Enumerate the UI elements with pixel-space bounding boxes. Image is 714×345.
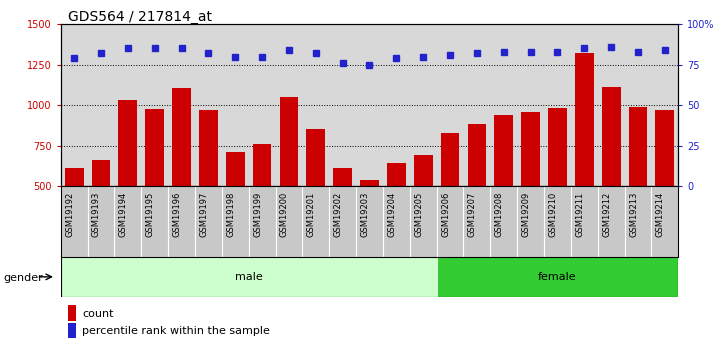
- Text: GSM19199: GSM19199: [253, 192, 262, 237]
- Bar: [172, 88, 191, 267]
- Bar: [521, 112, 540, 267]
- Bar: [441, 133, 459, 267]
- Text: GDS564 / 217814_at: GDS564 / 217814_at: [68, 10, 212, 24]
- Text: gender: gender: [4, 273, 44, 283]
- Bar: [65, 168, 84, 267]
- Bar: [306, 129, 325, 267]
- Bar: [61, 257, 437, 297]
- Text: GSM19201: GSM19201: [307, 192, 316, 237]
- Text: percentile rank within the sample: percentile rank within the sample: [82, 326, 270, 336]
- Text: GSM19198: GSM19198: [226, 192, 235, 237]
- Text: GSM19213: GSM19213: [629, 192, 638, 237]
- Bar: [360, 180, 379, 267]
- Text: GSM19210: GSM19210: [548, 192, 558, 237]
- Text: GSM19196: GSM19196: [173, 192, 181, 237]
- Bar: [199, 110, 218, 267]
- Bar: [119, 100, 137, 267]
- Bar: [145, 109, 164, 267]
- Text: GSM19208: GSM19208: [495, 192, 504, 237]
- Text: GSM19206: GSM19206: [441, 192, 450, 237]
- Bar: [628, 107, 648, 267]
- Text: GSM19200: GSM19200: [280, 192, 289, 237]
- Bar: [655, 110, 674, 267]
- Text: GSM19194: GSM19194: [119, 192, 128, 237]
- Bar: [437, 257, 678, 297]
- Text: male: male: [235, 272, 263, 282]
- Text: GSM19203: GSM19203: [361, 192, 370, 237]
- Bar: [575, 53, 594, 267]
- Text: GSM19193: GSM19193: [92, 192, 101, 237]
- Bar: [280, 97, 298, 267]
- Bar: [602, 87, 620, 267]
- Text: GSM19207: GSM19207: [468, 192, 477, 237]
- Bar: [468, 124, 486, 267]
- Text: GSM19211: GSM19211: [575, 192, 584, 237]
- Text: GSM19205: GSM19205: [414, 192, 423, 237]
- Text: GSM19212: GSM19212: [602, 192, 611, 237]
- Text: GSM19202: GSM19202: [333, 192, 343, 237]
- Text: GSM19204: GSM19204: [388, 192, 396, 237]
- Bar: [414, 156, 433, 267]
- Bar: [226, 152, 245, 267]
- Text: GSM19214: GSM19214: [656, 192, 665, 237]
- Bar: [387, 163, 406, 267]
- Text: count: count: [82, 309, 114, 319]
- Text: GSM19192: GSM19192: [65, 192, 74, 237]
- Text: GSM19209: GSM19209: [522, 192, 531, 237]
- Bar: [494, 115, 513, 267]
- Bar: [548, 108, 567, 267]
- Text: female: female: [538, 272, 577, 282]
- Bar: [253, 144, 271, 267]
- Bar: [91, 159, 111, 267]
- Text: GSM19197: GSM19197: [199, 192, 208, 237]
- Text: GSM19195: GSM19195: [146, 192, 155, 237]
- Bar: [333, 168, 352, 267]
